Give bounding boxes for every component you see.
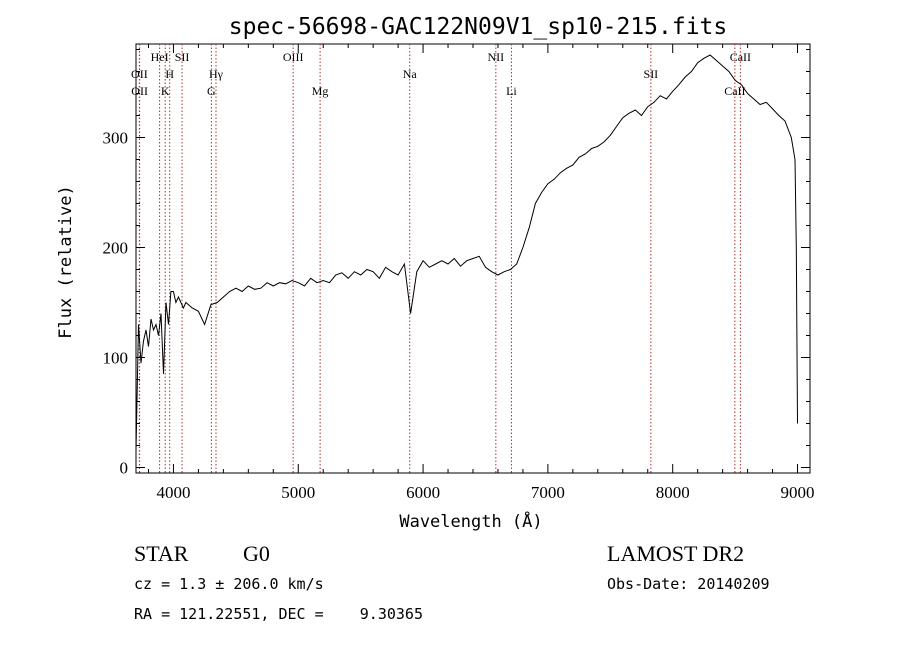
spectral-line-markers [138, 44, 741, 473]
spectral-line-label: Li [506, 84, 517, 98]
spectral-line-label: OII [131, 84, 148, 98]
spectral-line-label: OIII [283, 50, 304, 64]
spectral-line-labels: OIIOIIHeIKHSIIGHγOIIIMgNaNIILiSIICaIICaI… [131, 50, 751, 98]
spectral-line-label: G [207, 84, 216, 98]
spectral-line-label: K [161, 84, 170, 98]
y-axis-label: Flux (relative) [56, 185, 76, 339]
spectral-line-label: NII [488, 50, 505, 64]
spectral-line-label: CaII [730, 50, 751, 64]
spectral-line-label: OII [131, 67, 148, 81]
x-tick-label: 8000 [656, 483, 690, 502]
spectrum-series-line [135, 54, 798, 452]
x-tick-label: 6000 [406, 483, 440, 502]
spectral-line-label: HeI [151, 50, 169, 64]
x-tick-label: 5000 [281, 483, 315, 502]
x-tick-label: 7000 [531, 483, 565, 502]
y-tick-label: 0 [120, 459, 129, 478]
y-tick-label: 200 [103, 239, 129, 258]
y-tick-label: 300 [103, 129, 129, 148]
spectral-line-label: Mg [312, 84, 329, 98]
x-tick-label: 4000 [156, 483, 190, 502]
y-tick-label: 100 [103, 349, 129, 368]
object-subclass: G0 [243, 541, 270, 566]
spectral-line-label: Hγ [209, 67, 224, 81]
ra-dec-coordinates: RA = 121.22551, DEC = 9.30365 [134, 605, 423, 623]
object-class: STAR [134, 541, 189, 566]
spectral-line-label: Na [403, 67, 418, 81]
chart-title: spec-56698-GAC122N09V1_sp10-215.fits [229, 14, 728, 40]
spectral-line-label: H [165, 67, 174, 81]
x-axis-ticks: 4000 5000 6000 7000 8000 9000 [147, 44, 815, 502]
redshift-cz: cz = 1.3 ± 206.0 km/s [134, 575, 324, 593]
x-tick-label: 9000 [781, 483, 815, 502]
spectral-line-label: SII [175, 50, 190, 64]
observation-date: Obs-Date: 20140209 [607, 575, 770, 593]
spectral-line-label: SII [644, 67, 659, 81]
survey-name: LAMOST DR2 [607, 541, 744, 566]
spectral-line-label: CaII [724, 84, 745, 98]
y-axis-ticks: 0 100 200 300 [103, 49, 810, 478]
x-axis-label: Wavelength (Å) [399, 510, 542, 532]
